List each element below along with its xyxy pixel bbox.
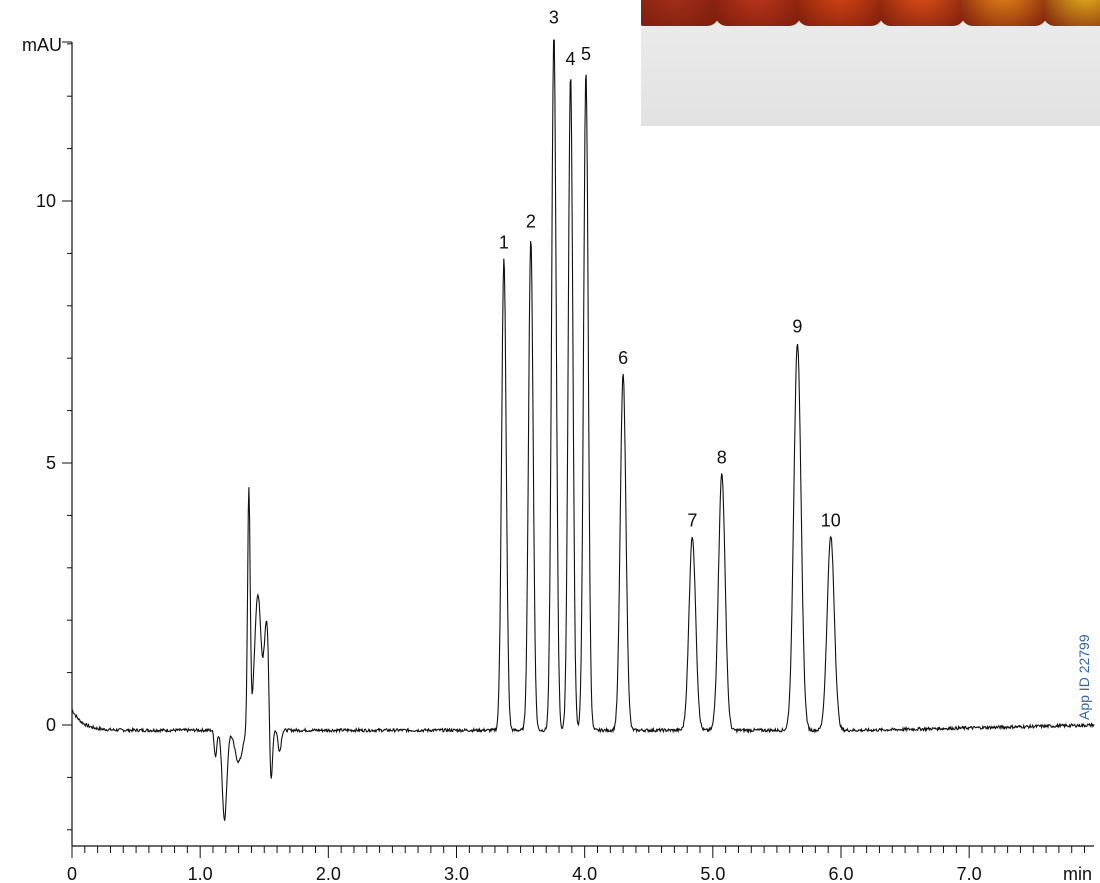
x-axis-label: min <box>1063 864 1092 883</box>
x-tick-label: 4.0 <box>572 864 597 883</box>
peak-label-1: 1 <box>499 233 509 253</box>
y-tick-label: 5 <box>46 453 56 473</box>
peak-label-9: 9 <box>792 316 802 336</box>
y-tick-label: 10 <box>36 191 56 211</box>
peak-label-7: 7 <box>687 510 697 530</box>
sample-jars-photo <box>641 0 1100 126</box>
peak-labels: 12 3 4 5 6 7 8 9 10 <box>499 7 841 530</box>
x-ticks: 0 1.0 2.0 3.0 4.0 5.0 6.0 7.0 <box>67 846 1086 883</box>
peak-label-6: 6 <box>618 348 628 368</box>
x-tick-label: 1.0 <box>188 864 213 883</box>
jar-image <box>961 0 1047 26</box>
app-id-watermark: App ID 22799 <box>1076 634 1092 720</box>
peak-label-5: 5 <box>581 44 591 64</box>
jar-image <box>641 0 719 26</box>
peak-label-4: 4 <box>566 49 576 69</box>
x-tick-label: 7.0 <box>957 864 982 883</box>
jar-image <box>715 0 801 26</box>
x-tick-label: 6.0 <box>828 864 853 883</box>
y-axis-label: mAU <box>22 35 62 55</box>
x-tick-label: 3.0 <box>444 864 469 883</box>
jar-image <box>797 0 883 26</box>
x-tick-label: 5.0 <box>700 864 725 883</box>
x-tick-label: 0 <box>67 864 77 883</box>
jar-image <box>1043 0 1100 26</box>
peak-label-2: 2 <box>526 212 536 232</box>
y-ticks: 0 5 10 <box>36 41 72 831</box>
peak-label-8: 8 <box>717 447 727 467</box>
y-tick-label: 0 <box>46 715 56 735</box>
jar-image <box>879 0 965 26</box>
chromatogram-trace <box>71 39 1095 821</box>
peak-label-10: 10 <box>821 510 841 530</box>
peak-label-3: 3 <box>549 7 559 27</box>
x-tick-label: 2.0 <box>316 864 341 883</box>
